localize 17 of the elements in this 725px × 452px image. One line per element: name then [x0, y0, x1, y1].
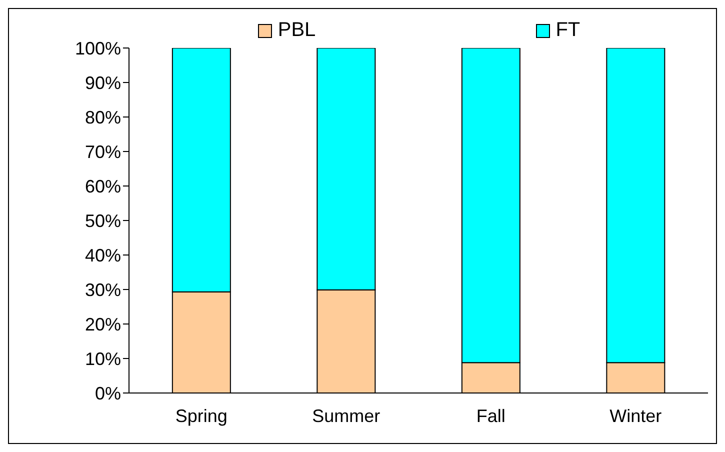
- y-tick-label: 20%: [84, 314, 121, 334]
- x-tick-label: Summer: [312, 406, 380, 426]
- x-tick-label: Spring: [175, 406, 228, 426]
- y-tick-label: 60%: [84, 176, 121, 196]
- x-tick-label: Winter: [610, 406, 662, 426]
- y-tick-label: 30%: [84, 280, 121, 300]
- y-tick-label: 70%: [84, 142, 121, 162]
- y-tick-label: 10%: [84, 348, 121, 369]
- legend-label: FT: [556, 19, 580, 42]
- y-tick-label: 80%: [84, 107, 121, 128]
- y-tick-label: 40%: [84, 245, 121, 266]
- x-tick-label: Fall: [476, 406, 506, 426]
- y-tick-label: 50%: [84, 210, 121, 231]
- y-tick-label: 90%: [84, 72, 121, 93]
- y-tick-label: 100%: [74, 38, 121, 58]
- legend-label: PBL: [278, 19, 316, 42]
- y-tick-label: 0%: [94, 383, 121, 404]
